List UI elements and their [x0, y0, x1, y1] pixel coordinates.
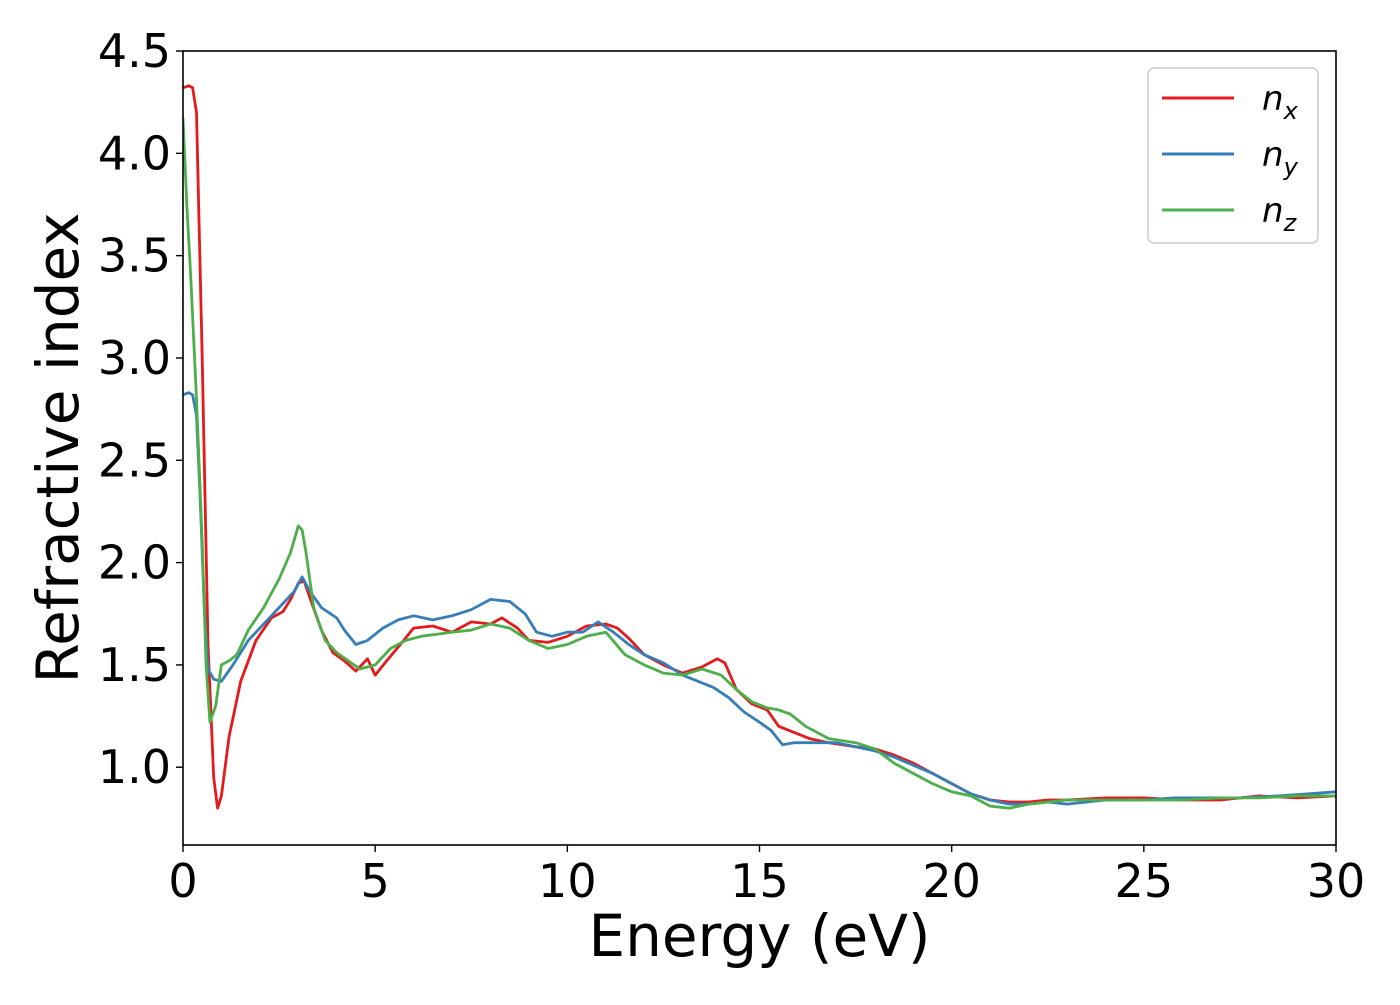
x-tick-label: 5 — [361, 854, 390, 908]
x-tick-label: 15 — [730, 854, 789, 908]
x-tick-label: 25 — [1115, 854, 1174, 908]
legend-label: ny — [1262, 135, 1299, 181]
y-tick-label: 4.0 — [98, 126, 171, 180]
legend-label-main: n — [1262, 135, 1284, 175]
legend-label-main: n — [1262, 191, 1284, 231]
y-axis-title: Refractive index — [24, 212, 92, 683]
tick-layer: 0 5 10 15 20 25 30 1.0 1.5 2.0 2.5 3.0 3.5 4.0 4.5 — [98, 24, 1365, 908]
x-tick-label: 0 — [168, 854, 197, 908]
legend-item-nz: nz — [1162, 191, 1298, 237]
y-tick-label: 1.5 — [98, 638, 171, 692]
y-tick-label: 4.5 — [98, 24, 171, 78]
series-line-ny — [183, 391, 1336, 806]
x-tick-label: 10 — [538, 854, 597, 908]
legend-label: nz — [1262, 191, 1298, 237]
y-tick-label: 2.5 — [98, 433, 171, 487]
y-tick-label: 3.0 — [98, 331, 171, 385]
x-axis-title: Energy (eV) — [588, 902, 930, 970]
y-tick-label: 1.0 — [98, 740, 171, 794]
series-layer — [183, 84, 1336, 810]
x-tick-label: 20 — [922, 854, 981, 908]
legend-label-subscript: x — [1283, 97, 1299, 125]
y-tick-label: 3.5 — [98, 229, 171, 283]
y-tick-label: 2.0 — [98, 536, 171, 590]
x-tick-label: 30 — [1307, 854, 1366, 908]
legend-label-subscript: z — [1283, 209, 1298, 237]
legend-item-nx: nx — [1162, 79, 1299, 125]
legend-label-subscript: y — [1283, 153, 1299, 181]
legend-label-main: n — [1262, 79, 1284, 119]
legend-label: nx — [1262, 79, 1299, 125]
legend-item-ny: ny — [1162, 135, 1299, 181]
series-line-nz — [183, 117, 1336, 810]
